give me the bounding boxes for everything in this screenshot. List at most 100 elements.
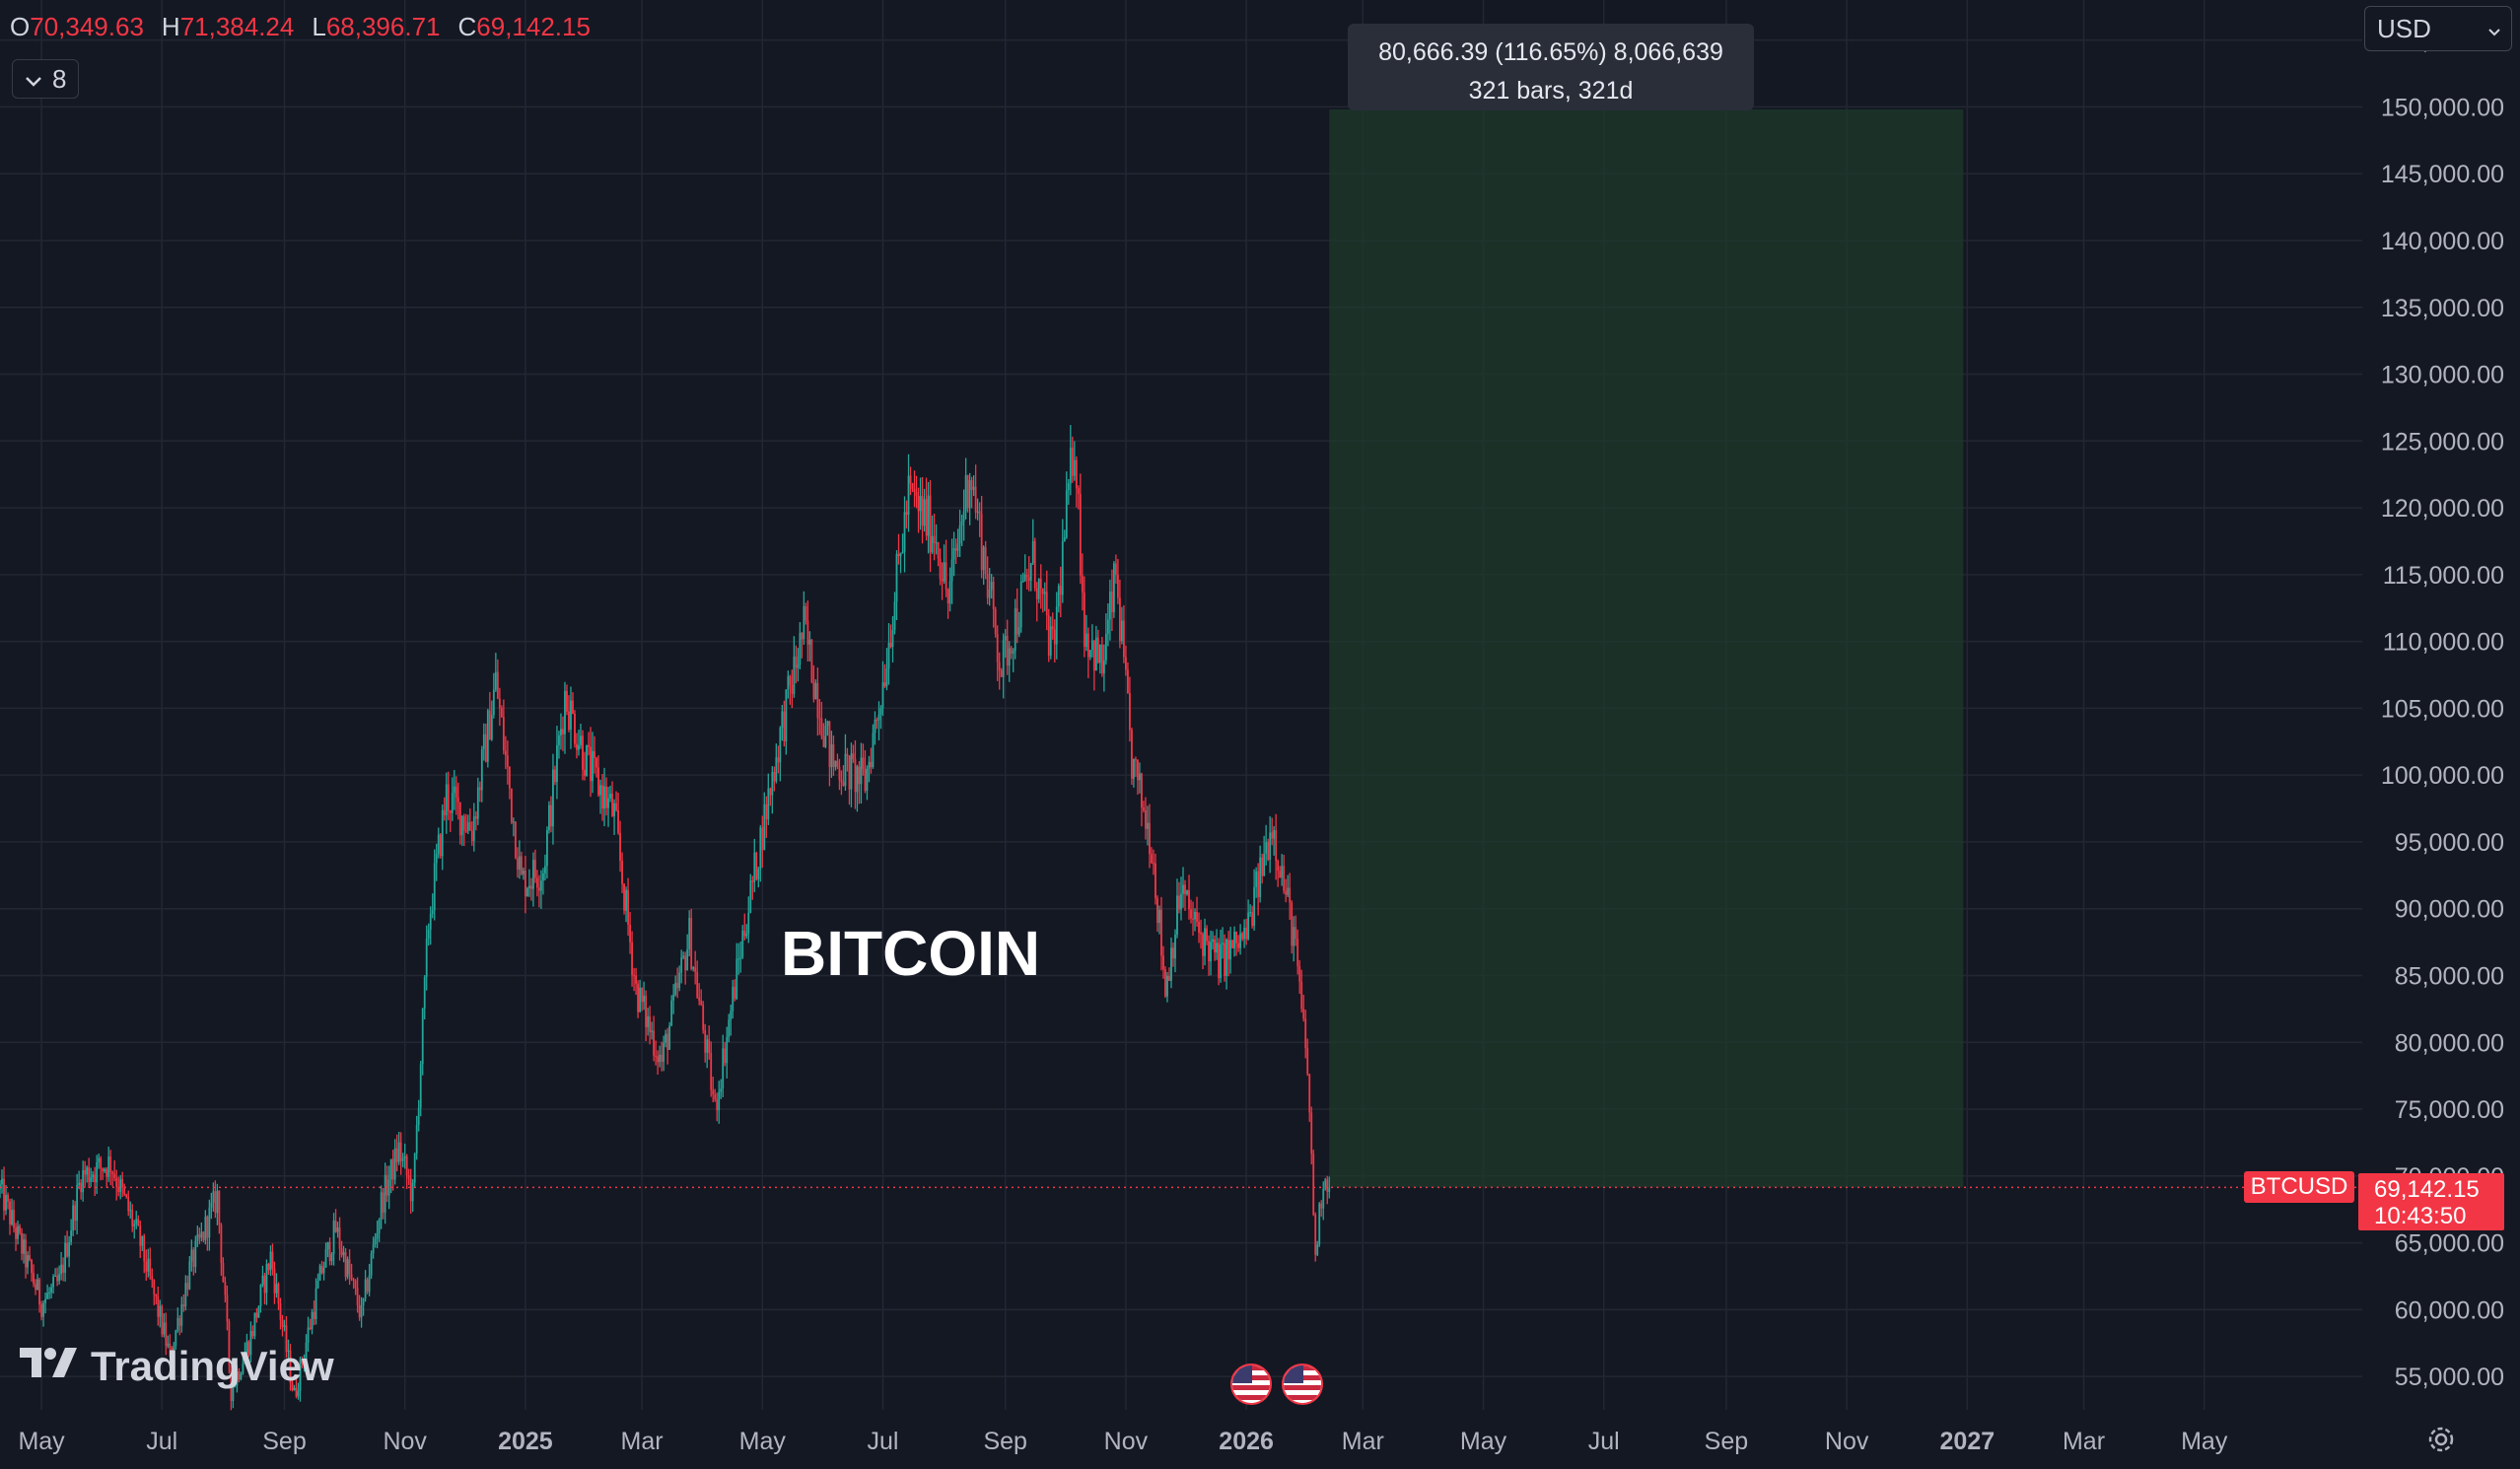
candle-body	[163, 1322, 166, 1335]
y-tick-label: 65,000.00	[2395, 1230, 2504, 1258]
candle-body	[992, 582, 995, 609]
candle-body	[1108, 591, 1111, 620]
candle-body	[1247, 912, 1250, 940]
candle-body	[238, 1371, 241, 1380]
candle-body	[595, 757, 597, 768]
candle-body	[169, 1343, 172, 1348]
time-axis[interactable]: May Jul Sep Nov 2025 Mar May Jul Sep Nov 2026 Mar Ma…	[18, 1428, 2227, 1455]
candle-body	[190, 1249, 193, 1262]
chart-annotation[interactable]: BITCOIN	[781, 918, 1041, 989]
candle-body	[534, 860, 536, 878]
candle-body	[990, 582, 993, 591]
candle-body	[741, 930, 744, 958]
candle-body	[538, 887, 540, 891]
candle-body	[330, 1253, 333, 1262]
candle-body	[958, 525, 961, 544]
y-tick-label: 105,000.00	[2381, 695, 2504, 723]
candle-body	[1031, 540, 1034, 564]
candle-body	[464, 830, 467, 832]
candle-body	[544, 866, 546, 874]
candle-body	[447, 784, 450, 811]
y-tick-label: 135,000.00	[2381, 295, 2504, 322]
candle-body	[529, 885, 532, 889]
candle-body	[285, 1325, 288, 1352]
candle-body	[846, 753, 849, 756]
candle-body	[1255, 871, 1258, 887]
candle-body	[393, 1148, 396, 1180]
candle-body	[462, 815, 465, 831]
candle-body	[344, 1252, 347, 1278]
candle-body	[362, 1297, 365, 1305]
candle-body	[1261, 857, 1264, 876]
candle-body	[9, 1201, 11, 1224]
candle-body	[1129, 693, 1131, 731]
candle-body	[739, 957, 742, 959]
candle-body	[688, 918, 691, 949]
candle-body	[1291, 902, 1294, 946]
candle-body	[899, 552, 902, 557]
last-price-tag: 69,142.15 10:43:50	[2358, 1173, 2504, 1231]
x-tick-label: May	[739, 1428, 787, 1455]
candle-body	[771, 771, 774, 796]
candle-body	[374, 1238, 377, 1245]
candle-body	[117, 1186, 120, 1193]
candle-body	[1328, 1187, 1331, 1192]
candle-body	[1184, 884, 1186, 895]
candle-body	[35, 1284, 36, 1291]
candle-body	[1310, 1112, 1313, 1154]
candle-body	[1212, 939, 1214, 943]
candle-body	[603, 786, 605, 809]
candle-body	[295, 1387, 298, 1397]
us-flag-event-icon[interactable]	[1282, 1364, 1323, 1405]
candle-body	[1051, 626, 1054, 630]
grid	[0, 0, 2362, 1410]
candle-body	[773, 771, 776, 782]
candle-body	[617, 810, 619, 833]
candle-body	[472, 815, 475, 841]
candle-body	[605, 786, 607, 808]
candle-body	[941, 579, 944, 582]
candle-body	[875, 719, 878, 722]
chart-settings-icon[interactable]	[2425, 1424, 2457, 1455]
candle-body	[1102, 660, 1105, 674]
indicators-toggle-button[interactable]: 8	[12, 59, 80, 99]
price-axis[interactable]: 55,000.0060,000.0065,000.0070,000.0075,0…	[2381, 28, 2504, 1391]
candle-body	[186, 1283, 189, 1290]
candle-body	[572, 700, 574, 714]
candle-body	[19, 1225, 21, 1233]
candle-body	[486, 710, 489, 762]
measure-tooltip-line2: 321 bars, 321d	[1468, 77, 1634, 105]
currency-select[interactable]: USD	[2364, 6, 2512, 51]
candle-body	[1162, 955, 1164, 970]
currency-value: USD	[2377, 13, 2431, 43]
us-flag-event-icon[interactable]	[1230, 1364, 1272, 1405]
candle-body	[437, 834, 440, 854]
candle-body	[334, 1220, 337, 1232]
candle-body	[1033, 540, 1036, 589]
candle-body	[470, 830, 473, 841]
candle-body	[283, 1325, 286, 1327]
candle-body	[976, 511, 979, 513]
x-tick-label: Sep	[983, 1428, 1026, 1455]
candle-body	[36, 1279, 38, 1291]
tradingview-watermark[interactable]: TradingView	[20, 1343, 334, 1390]
candle-body	[84, 1170, 87, 1175]
candle-body	[1224, 943, 1225, 976]
candle-body	[1090, 640, 1093, 651]
candle-body	[948, 581, 951, 604]
candle-body	[1265, 842, 1268, 854]
candle-body	[271, 1251, 274, 1269]
candle-body	[3, 1178, 5, 1211]
candle-body	[401, 1157, 404, 1161]
candle-body	[925, 499, 928, 536]
candle-body	[850, 753, 853, 790]
candle-body	[222, 1262, 225, 1283]
y-tick-label: 130,000.00	[2381, 362, 2504, 389]
candle-body	[228, 1321, 231, 1365]
candle-body	[1069, 448, 1072, 484]
candle-body	[1141, 773, 1143, 808]
candle-body	[257, 1306, 260, 1318]
candle-body	[972, 486, 975, 490]
